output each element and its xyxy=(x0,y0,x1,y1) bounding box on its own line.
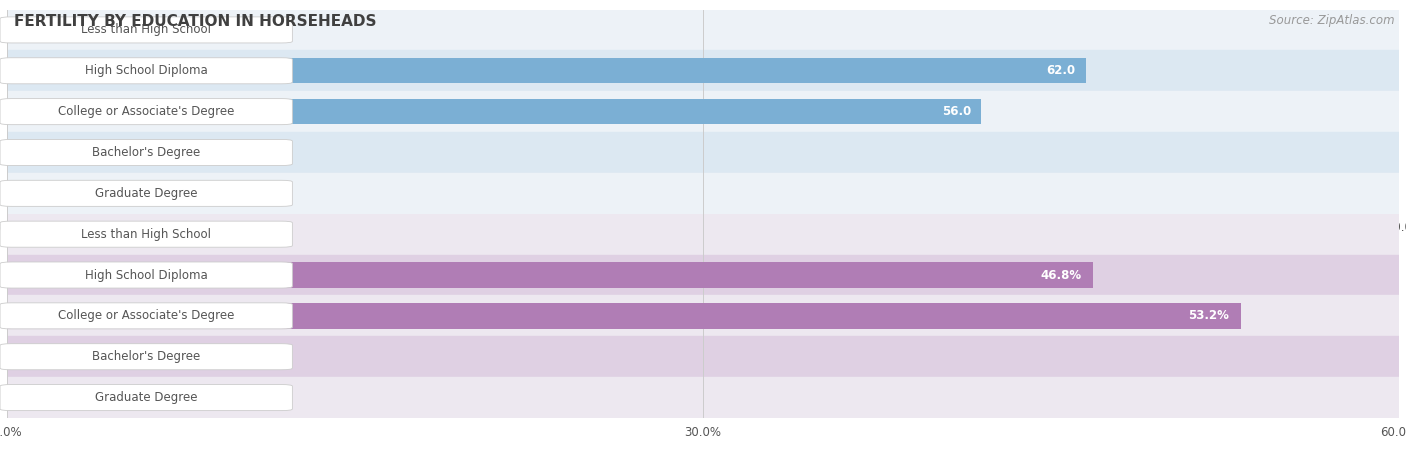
Bar xyxy=(7,303,1241,329)
Text: 0.0: 0.0 xyxy=(24,146,42,159)
Bar xyxy=(7,99,981,124)
Bar xyxy=(7,336,1399,377)
Text: Graduate Degree: Graduate Degree xyxy=(96,187,197,200)
Bar xyxy=(7,255,1399,295)
Bar xyxy=(7,214,1399,255)
Text: Less than High School: Less than High School xyxy=(82,23,211,37)
FancyBboxPatch shape xyxy=(0,180,292,206)
FancyBboxPatch shape xyxy=(0,99,292,124)
Text: Bachelor's Degree: Bachelor's Degree xyxy=(93,350,200,363)
FancyBboxPatch shape xyxy=(0,385,292,410)
Text: 53.2%: 53.2% xyxy=(1188,309,1229,323)
Bar xyxy=(7,377,1399,418)
FancyBboxPatch shape xyxy=(0,58,292,84)
Bar xyxy=(7,58,1085,84)
Bar xyxy=(7,50,1399,91)
Text: College or Associate's Degree: College or Associate's Degree xyxy=(58,105,235,118)
Text: 0.0%: 0.0% xyxy=(24,391,53,404)
Text: Bachelor's Degree: Bachelor's Degree xyxy=(93,146,200,159)
Text: 0.0%: 0.0% xyxy=(24,350,53,363)
Text: Less than High School: Less than High School xyxy=(82,228,211,241)
Text: 46.8%: 46.8% xyxy=(1040,268,1081,282)
FancyBboxPatch shape xyxy=(0,303,292,329)
Text: Graduate Degree: Graduate Degree xyxy=(96,391,197,404)
Text: FERTILITY BY EDUCATION IN HORSEHEADS: FERTILITY BY EDUCATION IN HORSEHEADS xyxy=(14,14,377,29)
Bar xyxy=(7,132,1399,173)
Bar xyxy=(7,10,1399,50)
FancyBboxPatch shape xyxy=(0,262,292,288)
Text: College or Associate's Degree: College or Associate's Degree xyxy=(58,309,235,323)
Text: Source: ZipAtlas.com: Source: ZipAtlas.com xyxy=(1270,14,1395,27)
FancyBboxPatch shape xyxy=(0,221,292,247)
Text: 0.0: 0.0 xyxy=(24,23,42,37)
Text: 0.0: 0.0 xyxy=(24,187,42,200)
Text: 62.0: 62.0 xyxy=(1046,64,1076,77)
Text: High School Diploma: High School Diploma xyxy=(84,268,208,282)
FancyBboxPatch shape xyxy=(0,140,292,165)
Bar xyxy=(7,295,1399,336)
FancyBboxPatch shape xyxy=(0,17,292,43)
Text: 0.0%: 0.0% xyxy=(24,228,53,241)
Bar xyxy=(7,173,1399,214)
Text: High School Diploma: High School Diploma xyxy=(84,64,208,77)
Bar xyxy=(7,91,1399,132)
Text: 56.0: 56.0 xyxy=(942,105,972,118)
FancyBboxPatch shape xyxy=(0,344,292,370)
Bar xyxy=(7,262,1092,288)
